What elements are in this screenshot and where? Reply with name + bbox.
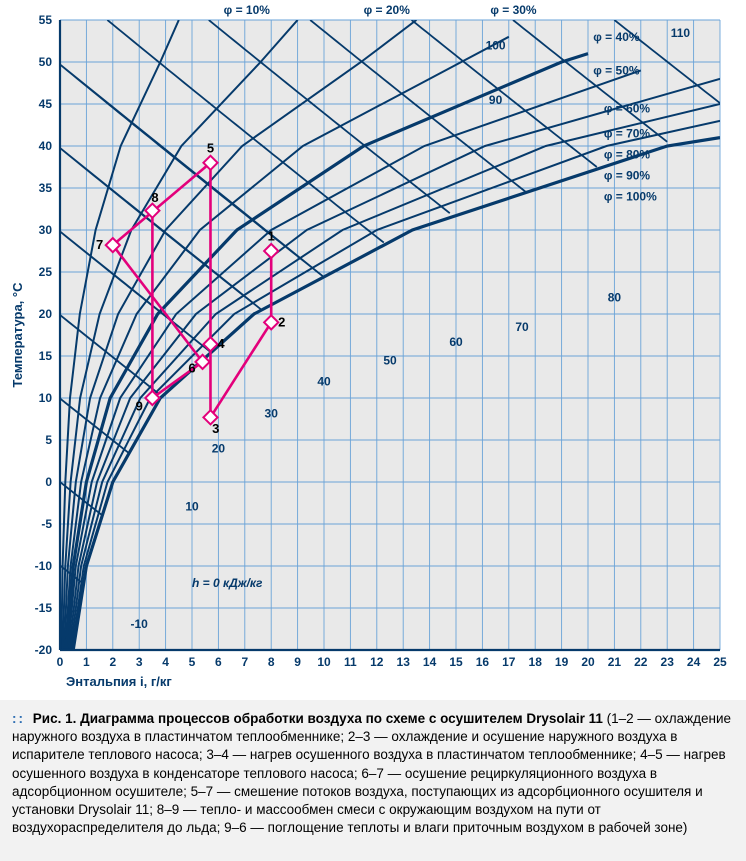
svg-text:45: 45 [39,97,53,111]
svg-text:3: 3 [212,421,219,436]
svg-text:4: 4 [217,336,225,351]
svg-text:φ = 50%: φ = 50% [593,64,640,78]
svg-text:2: 2 [109,655,116,669]
svg-text:0: 0 [57,655,64,669]
svg-text:60: 60 [449,335,463,349]
svg-text:φ = 30%: φ = 30% [490,3,537,17]
svg-text:8: 8 [151,190,158,205]
svg-text:10: 10 [39,391,53,405]
svg-text:40: 40 [317,374,331,388]
svg-text:7: 7 [241,655,248,669]
svg-text:1: 1 [268,229,275,244]
svg-text:8: 8 [268,655,275,669]
svg-text:0: 0 [45,475,52,489]
svg-text:14: 14 [423,655,437,669]
caption-body: (1–2 — охлаждение наружного воздуха в пл… [12,711,731,835]
svg-text:30: 30 [265,406,279,420]
svg-text:-10: -10 [35,559,53,573]
svg-text:φ = 10%: φ = 10% [224,3,271,17]
svg-text:20: 20 [581,655,595,669]
svg-text:110: 110 [671,26,691,40]
svg-text:11: 11 [344,655,357,669]
svg-text:φ = 90%: φ = 90% [604,169,651,183]
svg-text:φ = 70%: φ = 70% [604,127,651,141]
chart-container: -10h = 0 кДж/кг102030405060708090100110φ… [0,0,746,700]
svg-text:80: 80 [608,290,622,304]
svg-text:10: 10 [317,655,331,669]
svg-text:-5: -5 [41,517,52,531]
svg-text:13: 13 [397,655,411,669]
svg-text:30: 30 [39,223,53,237]
figure-caption: :: Рис. 1. Диаграмма процессов обработки… [0,700,746,852]
svg-text:9: 9 [294,655,301,669]
svg-text:25: 25 [713,655,727,669]
svg-text:16: 16 [476,655,490,669]
svg-text:18: 18 [529,655,543,669]
svg-text:100: 100 [486,38,506,52]
caption-title: Рис. 1. Диаграмма процессов обработки во… [33,711,603,726]
caption-lead: :: [12,711,25,726]
svg-text:15: 15 [39,349,53,363]
svg-text:17: 17 [502,655,516,669]
svg-text:6: 6 [215,655,222,669]
svg-text:h = 0 кДж/кг: h = 0 кДж/кг [192,576,263,590]
svg-text:22: 22 [634,655,648,669]
svg-text:15: 15 [449,655,463,669]
svg-text:23: 23 [661,655,675,669]
svg-text:9: 9 [136,398,143,413]
svg-text:1: 1 [83,655,90,669]
svg-text:70: 70 [515,320,529,334]
svg-text:35: 35 [39,181,53,195]
svg-text:10: 10 [185,500,199,514]
psychrometric-chart: -10h = 0 кДж/кг102030405060708090100110φ… [0,0,746,700]
svg-text:-20: -20 [35,643,53,657]
svg-text:3: 3 [136,655,143,669]
svg-text:55: 55 [39,13,53,27]
svg-text:2: 2 [278,314,285,329]
svg-text:50: 50 [383,353,397,367]
svg-text:19: 19 [555,655,569,669]
svg-text:φ = 20%: φ = 20% [364,3,411,17]
svg-text:50: 50 [39,55,53,69]
svg-text:25: 25 [39,265,53,279]
svg-text:21: 21 [608,655,622,669]
svg-text:5: 5 [189,655,196,669]
svg-text:φ = 60%: φ = 60% [604,101,651,115]
svg-text:24: 24 [687,655,701,669]
svg-text:7: 7 [96,237,103,252]
svg-text:6: 6 [188,361,195,376]
svg-text:20: 20 [212,442,226,456]
svg-text:-15: -15 [35,601,53,615]
svg-text:-10: -10 [131,617,149,631]
svg-text:φ = 40%: φ = 40% [593,30,640,44]
svg-text:φ = 80%: φ = 80% [604,148,651,162]
svg-text:40: 40 [39,139,53,153]
svg-text:4: 4 [162,655,169,669]
svg-text:Энтальпия i, г/кг: Энтальпия i, г/кг [66,674,172,689]
svg-text:20: 20 [39,307,53,321]
svg-text:5: 5 [207,141,214,156]
svg-text:12: 12 [370,655,384,669]
svg-text:φ = 100%: φ = 100% [604,190,657,204]
svg-text:90: 90 [489,93,503,107]
svg-text:Температура, °С: Температура, °С [10,282,25,388]
svg-text:5: 5 [45,433,52,447]
